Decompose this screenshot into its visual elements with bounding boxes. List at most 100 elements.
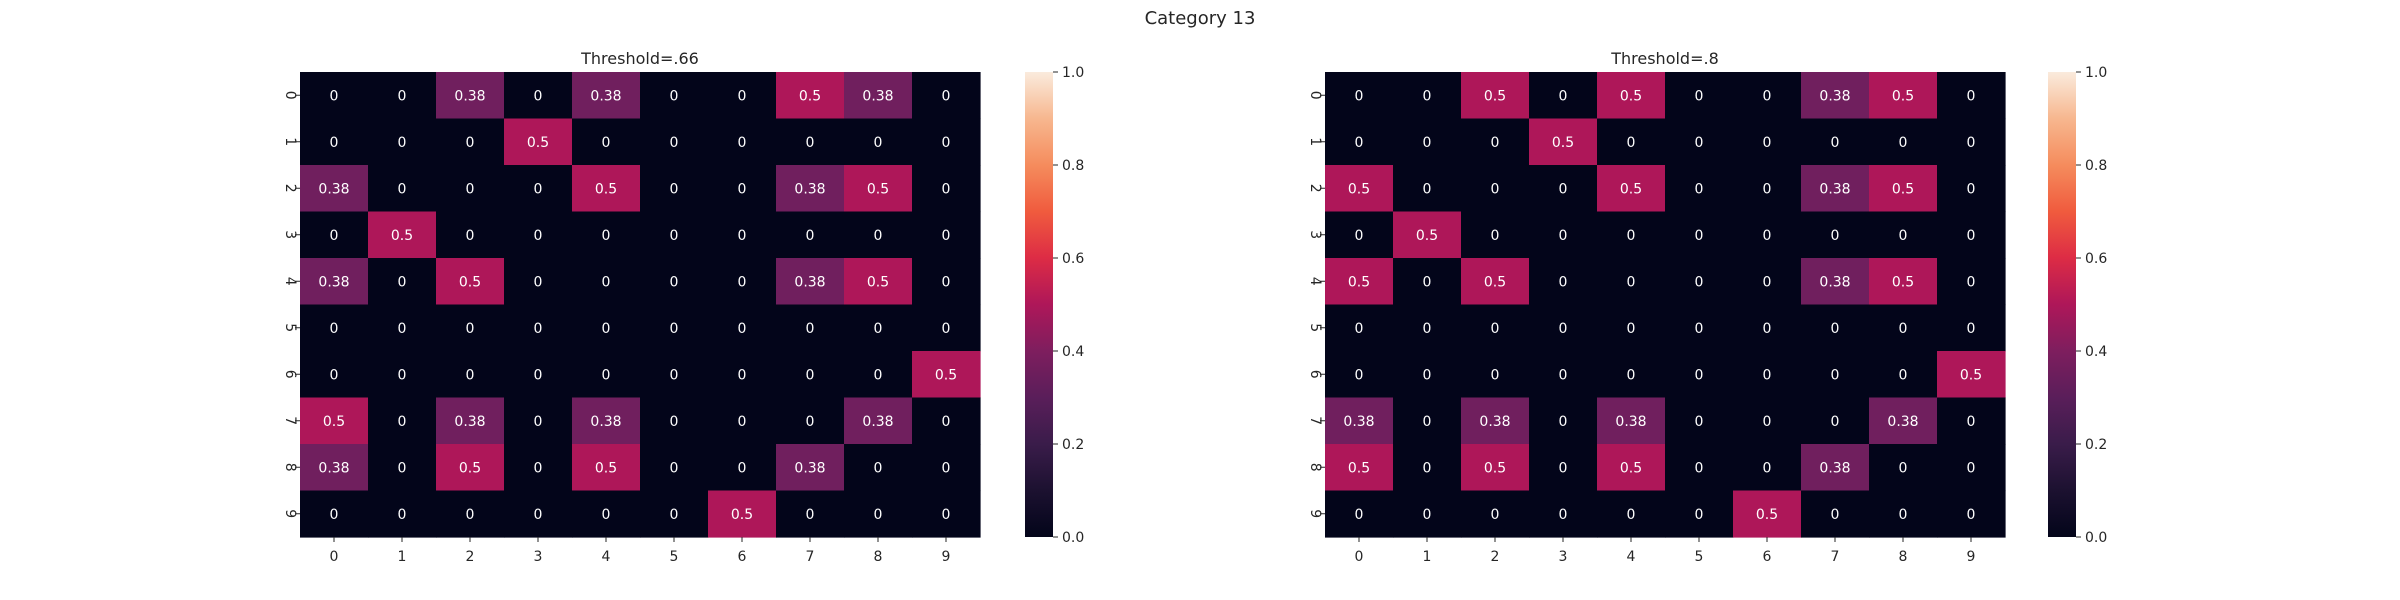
heatmap-cell xyxy=(844,118,913,166)
cell-value-label: 0 xyxy=(1763,228,1772,244)
heatmap-cell xyxy=(300,211,369,259)
cell-value-label: 0 xyxy=(806,414,815,430)
heatmap-cell xyxy=(1461,258,1530,306)
x-tick-label: 5 xyxy=(670,549,679,565)
y-tick-label: 4 xyxy=(282,277,298,286)
heatmap-cell xyxy=(776,444,845,492)
colorbar-tick-label: 0.6 xyxy=(2085,251,2107,267)
cell-value-label: 0 xyxy=(942,507,951,523)
cell-value-label: 0 xyxy=(1695,274,1704,290)
heatmap-cell xyxy=(776,304,845,352)
heatmap-cell xyxy=(572,490,641,538)
heatmap-cell xyxy=(1869,490,1938,538)
x-tick-label: 9 xyxy=(942,549,951,565)
heatmap-cell xyxy=(504,444,573,492)
cell-value-label: 0 xyxy=(1763,367,1772,383)
cell-value-label: 0 xyxy=(874,507,883,523)
cell-value-label: 0 xyxy=(738,367,747,383)
heatmap-cell xyxy=(1393,72,1462,120)
heatmap-cell xyxy=(1801,490,1870,538)
cell-value-label: 0 xyxy=(1355,228,1364,244)
cell-value-label: 0 xyxy=(466,135,475,151)
cell-value-label: 0 xyxy=(1967,460,1976,476)
y-tick-label: 9 xyxy=(1307,509,1323,518)
cell-value-label: 0 xyxy=(1355,507,1364,523)
heatmap-cell xyxy=(1869,118,1938,166)
heatmap-cell xyxy=(1801,258,1870,306)
heatmap-cell xyxy=(776,211,845,259)
heatmap-cell xyxy=(1325,490,1394,538)
cell-value-label: 0 xyxy=(1967,181,1976,197)
heatmap-cell xyxy=(1393,490,1462,538)
cell-value-label: 0 xyxy=(330,321,339,337)
heatmap-cell xyxy=(1665,397,1734,445)
heatmap-cell xyxy=(504,165,573,213)
cell-value-label: 0 xyxy=(1423,135,1432,151)
cell-value-label: 0 xyxy=(534,228,543,244)
heatmap-cell xyxy=(1665,490,1734,538)
heatmap-cell xyxy=(912,490,981,538)
cell-value-label: 0.38 xyxy=(1615,414,1646,430)
cell-value-label: 0 xyxy=(1899,228,1908,244)
heatmap-cell xyxy=(1665,165,1734,213)
heatmap-cell xyxy=(504,118,573,166)
colorbar-tick-label: 1.0 xyxy=(2085,65,2107,81)
cell-value-label: 0.5 xyxy=(1484,274,1506,290)
heatmap-cell xyxy=(368,118,437,166)
cell-value-label: 0 xyxy=(1695,414,1704,430)
cell-value-label: 0 xyxy=(738,414,747,430)
heatmap-cell xyxy=(1937,72,2006,120)
heatmap-cell xyxy=(504,72,573,120)
heatmap-cell xyxy=(300,444,369,492)
cell-value-label: 0.38 xyxy=(1819,181,1850,197)
heatmap-cell xyxy=(436,258,505,306)
colorbar-tick-label: 1.0 xyxy=(1062,65,1084,81)
cell-value-label: 0 xyxy=(1695,135,1704,151)
heatmap-panel-0: Threshold=.66 0 0 0.38 0 0.38 0 0 0.5 0.38 0 0 0 0 0.5… xyxy=(282,49,1084,565)
cell-value-label: 0.38 xyxy=(862,88,893,104)
cell-value-label: 0 xyxy=(398,135,407,151)
cell-value-label: 0 xyxy=(534,414,543,430)
heatmap-cell xyxy=(1325,165,1394,213)
cell-value-label: 0.5 xyxy=(799,88,821,104)
cell-value-label: 0.5 xyxy=(1348,274,1370,290)
cell-value-label: 0 xyxy=(670,135,679,151)
heatmap-cell xyxy=(1529,165,1598,213)
cell-value-label: 0 xyxy=(534,367,543,383)
heatmap-cell xyxy=(1393,258,1462,306)
heatmap-cell xyxy=(572,118,641,166)
cell-value-label: 0 xyxy=(1355,88,1364,104)
x-tick-label: 1 xyxy=(398,549,407,565)
cell-value-label: 0 xyxy=(1899,367,1908,383)
cell-value-label: 0 xyxy=(670,367,679,383)
heatmap-cell xyxy=(1665,72,1734,120)
cell-value-label: 0.5 xyxy=(1552,135,1574,151)
heatmap-cell xyxy=(300,351,369,399)
cell-value-label: 0 xyxy=(1559,88,1568,104)
colorbar-tick-label: 0.0 xyxy=(2085,530,2107,546)
heatmap-cell xyxy=(300,118,369,166)
heatmap-title: Threshold=.8 xyxy=(1610,49,1719,68)
cell-value-label: 0 xyxy=(1763,88,1772,104)
heatmap-cell xyxy=(572,304,641,352)
cell-value-label: 0 xyxy=(806,228,815,244)
cell-value-label: 0 xyxy=(1423,414,1432,430)
cell-value-label: 0 xyxy=(398,507,407,523)
heatmap-cell xyxy=(368,72,437,120)
heatmap-cell xyxy=(1393,351,1462,399)
heatmap-cell xyxy=(912,444,981,492)
heatmap-cell xyxy=(708,118,777,166)
heatmap-cell xyxy=(640,490,709,538)
heatmap-cell xyxy=(436,118,505,166)
cell-value-label: 0 xyxy=(330,367,339,383)
heatmap-cell xyxy=(708,397,777,445)
cell-value-label: 0 xyxy=(1763,135,1772,151)
heatmap-cell xyxy=(1529,444,1598,492)
cell-value-label: 0 xyxy=(670,274,679,290)
cell-value-label: 0 xyxy=(1763,321,1772,337)
heatmap-cell xyxy=(1325,72,1394,120)
y-tick-label: 4 xyxy=(1307,277,1323,286)
y-tick-label: 3 xyxy=(1307,230,1323,239)
heatmap-cell xyxy=(708,351,777,399)
